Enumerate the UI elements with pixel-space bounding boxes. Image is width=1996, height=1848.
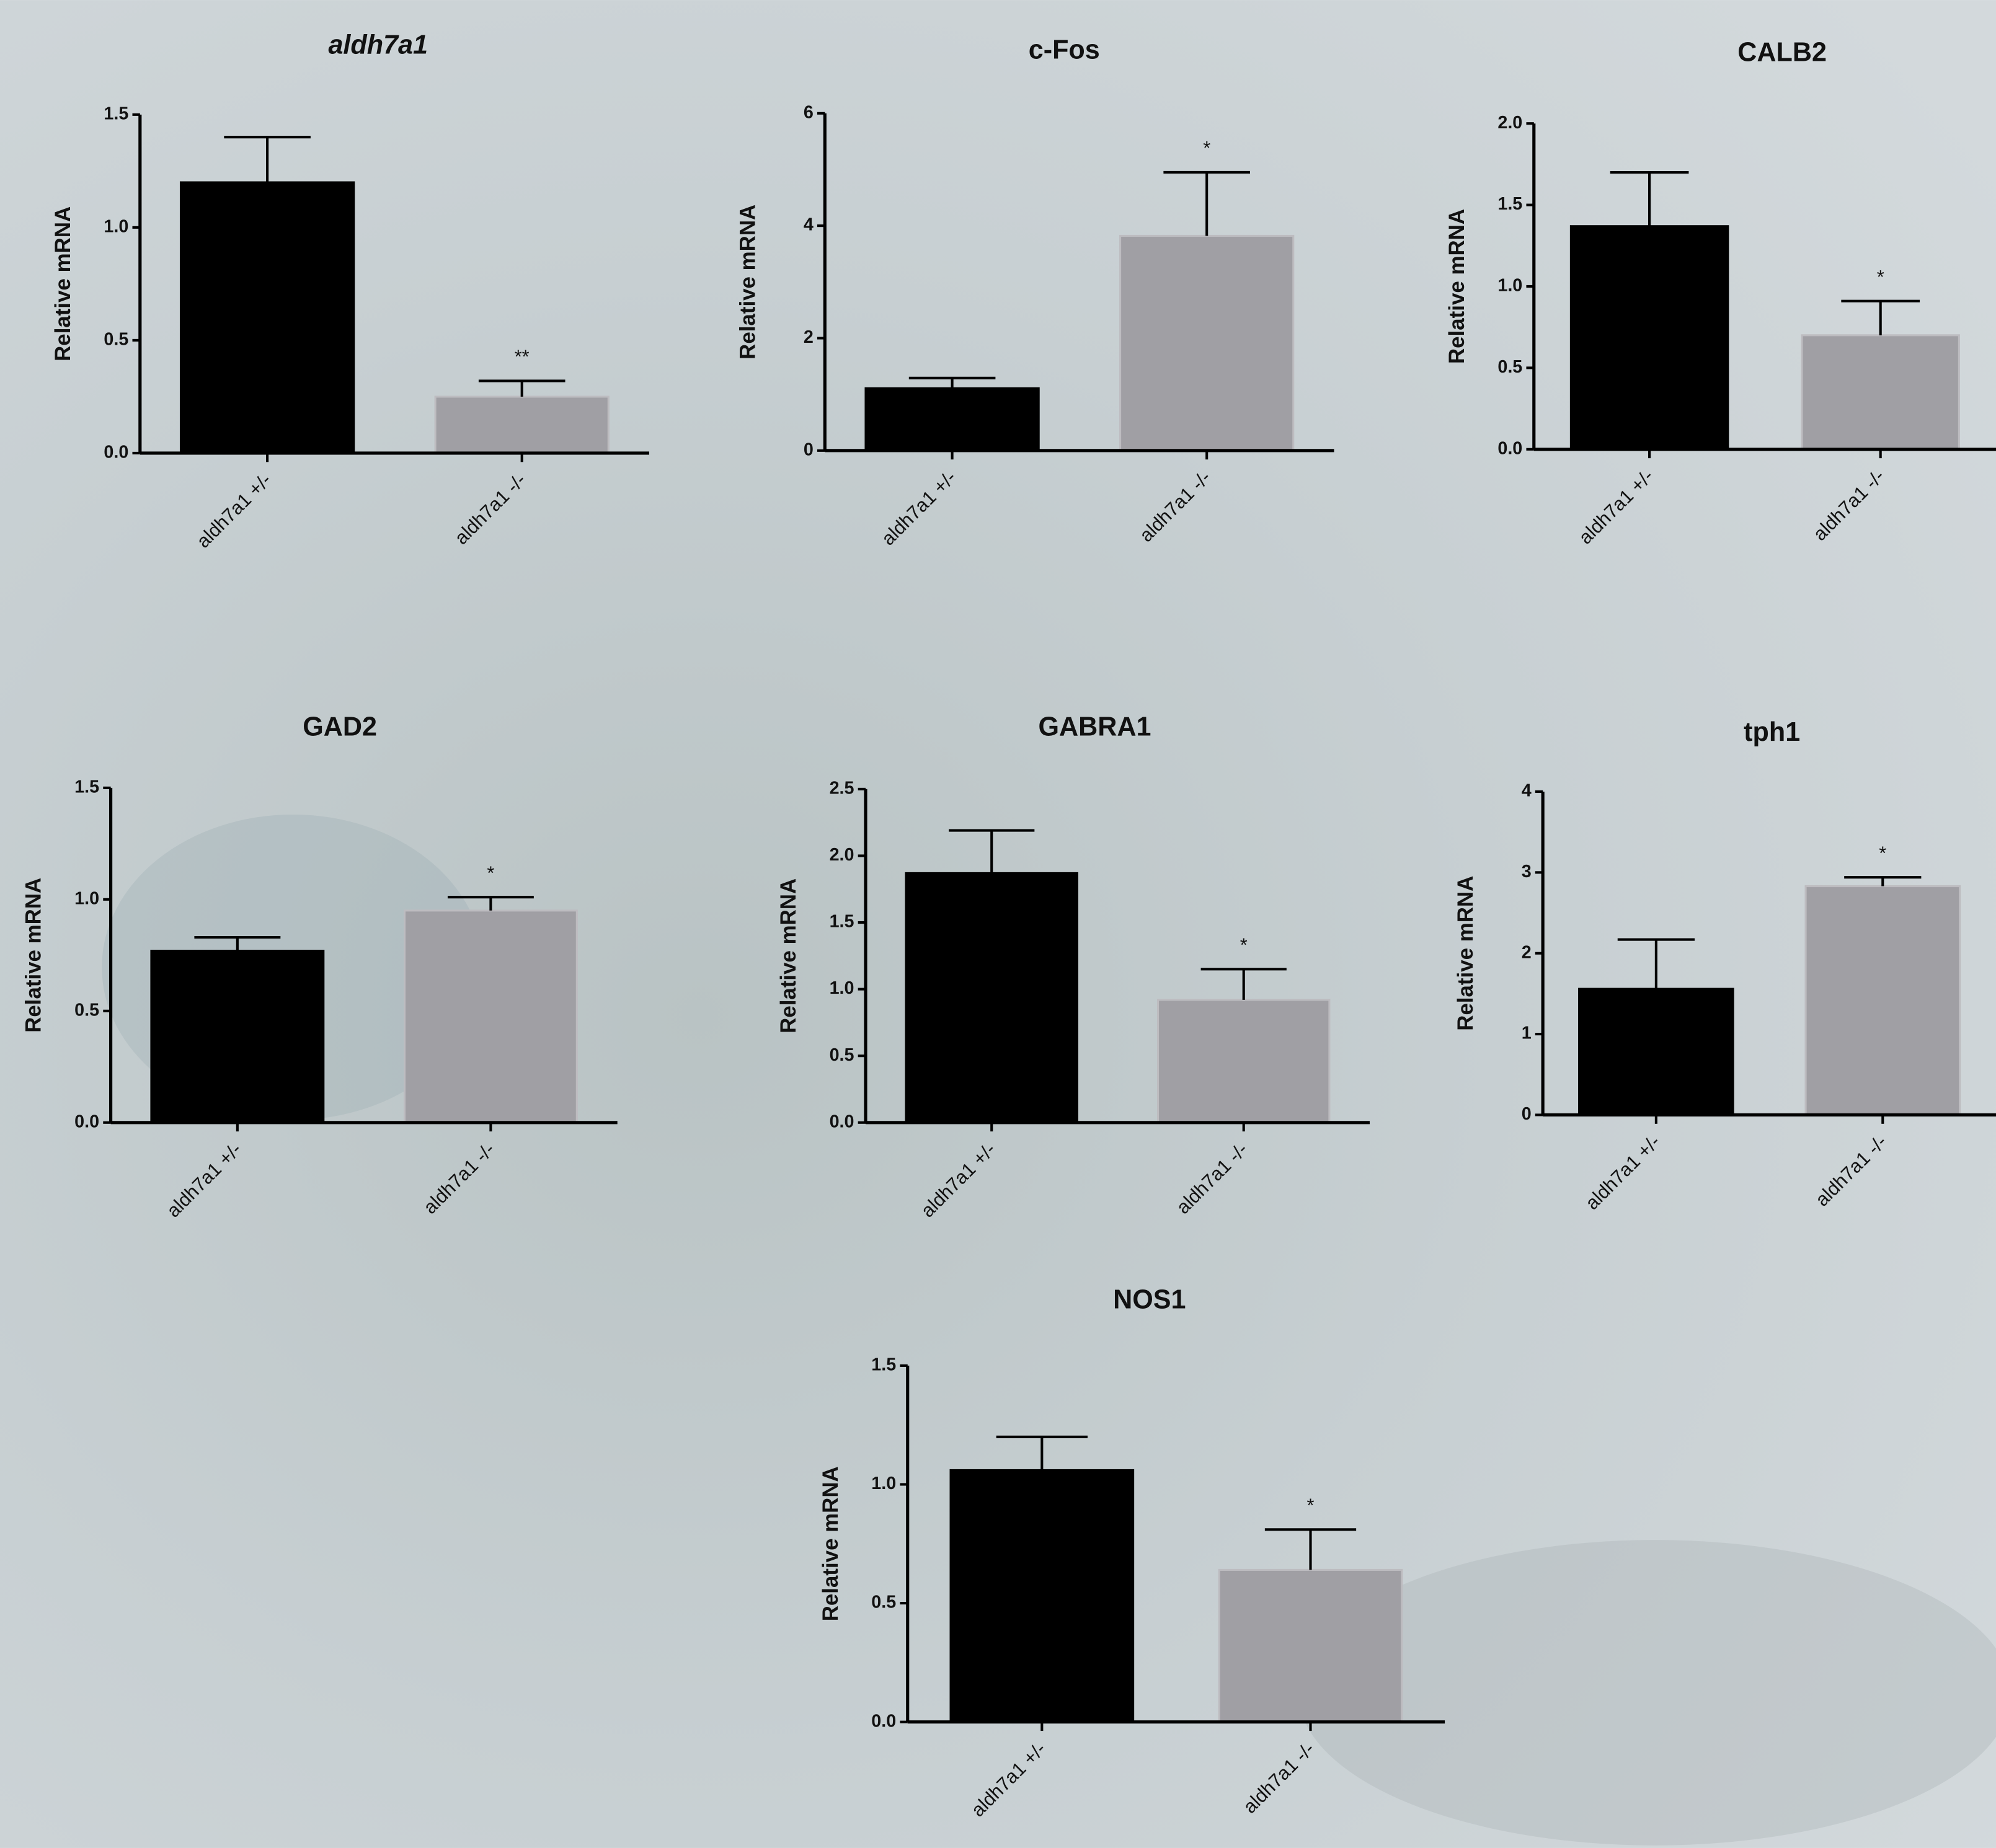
y-axis-label: Relative mRNA	[51, 206, 75, 361]
bar	[435, 397, 608, 453]
bar	[951, 1470, 1133, 1722]
y-axis-label: Relative mRNA	[735, 205, 760, 360]
y-tick-label: 3	[1522, 862, 1532, 882]
significance-label: *	[487, 862, 494, 883]
bar	[1158, 1000, 1329, 1123]
y-tick-label: 0	[1522, 1104, 1532, 1124]
y-tick-label: 1.5	[1497, 194, 1522, 214]
y-tick-label: 1.5	[871, 1355, 896, 1374]
y-tick-label: 0.5	[104, 329, 128, 349]
chart-title: CALB2	[1737, 38, 1827, 68]
chart-title: GABRA1	[1038, 712, 1151, 742]
y-tick-label: 4	[804, 215, 814, 235]
y-tick-label: 0.0	[104, 443, 128, 462]
bar	[405, 911, 577, 1123]
bar	[1802, 335, 1959, 449]
bar	[181, 182, 354, 453]
figure: aldh7a1Relative mRNA0.00.51.01.5aldh7a1 …	[0, 0, 1996, 1848]
bar	[1219, 1570, 1402, 1722]
y-tick-label: 2.0	[1497, 113, 1522, 133]
y-tick-label: 2.0	[830, 845, 854, 865]
chart-title: tph1	[1744, 717, 1800, 747]
y-axis-label: Relative mRNA	[1453, 876, 1478, 1031]
y-tick-label: 0.0	[871, 1711, 896, 1731]
significance-label: *	[1240, 934, 1248, 956]
y-tick-label: 1.0	[1497, 276, 1522, 296]
background-shape	[1298, 1540, 1996, 1846]
chart-title: NOS1	[1113, 1284, 1186, 1314]
y-tick-label: 1.5	[74, 777, 99, 797]
significance-label: **	[515, 346, 530, 368]
y-tick-label: 0.5	[1497, 357, 1522, 377]
y-tick-label: 0.5	[74, 1000, 99, 1020]
y-tick-label: 4	[1522, 781, 1532, 801]
y-tick-label: 1.5	[104, 104, 128, 123]
y-axis-label: Relative mRNA	[22, 878, 46, 1033]
bar	[1806, 886, 1959, 1115]
page: aldh7a1Relative mRNA0.00.51.01.5aldh7a1 …	[0, 0, 1996, 1848]
y-tick-label: 1.0	[830, 978, 854, 998]
bar	[1579, 989, 1733, 1115]
significance-label: *	[1307, 1495, 1315, 1516]
bar	[151, 951, 324, 1123]
y-tick-label: 0.0	[1497, 438, 1522, 458]
significance-label: *	[1877, 266, 1884, 288]
y-tick-label: 0.0	[830, 1112, 854, 1131]
bar	[1120, 236, 1293, 450]
y-tick-label: 2	[1522, 942, 1532, 962]
significance-label: *	[1879, 842, 1886, 864]
y-tick-label: 0.0	[74, 1112, 99, 1131]
bar	[866, 388, 1039, 451]
chart-title: c-Fos	[1029, 35, 1100, 65]
y-tick-label: 1.5	[830, 912, 854, 932]
chart-title: aldh7a1	[328, 30, 428, 60]
y-tick-label: 6	[804, 102, 814, 122]
y-tick-label: 2.5	[830, 778, 854, 798]
y-axis-label: Relative mRNA	[1445, 209, 1469, 364]
chart-title: GAD2	[303, 712, 377, 742]
bar	[906, 873, 1077, 1122]
y-tick-label: 1	[1522, 1023, 1532, 1043]
bar	[1571, 226, 1728, 449]
y-tick-label: 0.5	[830, 1045, 854, 1065]
y-tick-label: 1.0	[74, 888, 99, 908]
y-tick-label: 1.0	[104, 216, 128, 236]
y-tick-label: 0.5	[871, 1593, 896, 1612]
y-axis-label: Relative mRNA	[776, 878, 801, 1033]
significance-label: *	[1203, 137, 1210, 159]
y-tick-label: 0	[804, 440, 814, 459]
y-axis-label: Relative mRNA	[818, 1466, 843, 1621]
y-tick-label: 2	[804, 327, 814, 347]
y-tick-label: 1.0	[871, 1474, 896, 1493]
